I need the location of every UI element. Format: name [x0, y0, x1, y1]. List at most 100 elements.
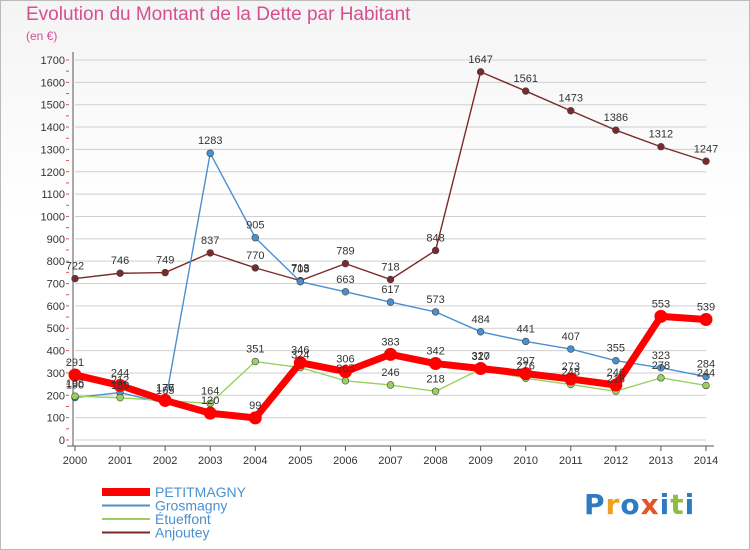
- x-tick-label: 2001: [108, 455, 132, 467]
- data-label: 278: [652, 360, 670, 372]
- data-point: [293, 356, 307, 370]
- data-label: 837: [201, 235, 219, 247]
- data-label: 441: [517, 323, 535, 335]
- x-axis-ticks: 2000 2001 2002 2003 2004 2005 2006 2007 2008 2009…: [63, 455, 718, 467]
- data-point: [657, 143, 665, 151]
- data-point: [567, 107, 575, 115]
- y-tick-label: 600: [47, 301, 65, 313]
- data-point: [251, 234, 259, 242]
- y-tick-label: 0: [59, 435, 65, 447]
- data-label: 218: [607, 373, 625, 385]
- data-label: 484: [471, 314, 489, 326]
- data-point: [338, 365, 352, 379]
- data-label: 177: [156, 382, 174, 394]
- data-point: [206, 149, 214, 157]
- data-label: 246: [607, 367, 625, 379]
- logo-letter: i: [659, 488, 671, 521]
- data-label: 218: [426, 373, 444, 385]
- data-point: [341, 288, 350, 296]
- series-layer: [68, 68, 713, 425]
- data-point: [702, 157, 710, 165]
- proxiti-logo: Proxiti: [584, 488, 695, 521]
- data-point: [702, 381, 710, 390]
- data-label: 306: [336, 354, 354, 366]
- data-label: 324: [291, 350, 309, 362]
- data-label: 196: [66, 378, 84, 390]
- y-tick-label: 1000: [41, 211, 65, 223]
- data-point: [431, 246, 440, 255]
- x-tick-label: 2008: [423, 455, 447, 467]
- data-label: 407: [562, 331, 580, 343]
- data-label: 1473: [559, 93, 583, 105]
- data-point: [657, 364, 665, 372]
- data-point: [71, 392, 79, 400]
- x-tick-label: 2014: [694, 455, 718, 467]
- x-tick-label: 2010: [513, 455, 537, 467]
- data-point: [71, 274, 79, 283]
- data-point: [248, 411, 262, 425]
- data-label: 1312: [649, 129, 673, 141]
- y-tick-label: 700: [47, 279, 65, 291]
- x-tick-label: 2004: [243, 455, 267, 467]
- data-label: 713: [291, 263, 309, 275]
- data-label: 190: [66, 380, 84, 392]
- data-point: [384, 347, 397, 361]
- legend-label-2: Étueffont: [155, 511, 211, 527]
- data-point: [251, 357, 259, 366]
- y-tick-label: 1700: [41, 55, 65, 67]
- data-point: [206, 249, 214, 257]
- x-tick-label: 2000: [63, 455, 87, 467]
- data-point: [612, 356, 620, 365]
- data-point: [431, 387, 440, 395]
- data-label: 355: [607, 343, 625, 355]
- data-label: 323: [652, 350, 670, 362]
- y-tick-label: 500: [47, 323, 65, 335]
- data-label: 351: [246, 344, 264, 356]
- data-labels: 722 746 749 837 770 713 789 718 848 1647 1561 1473 1…: [66, 54, 718, 412]
- data-point: [161, 268, 169, 277]
- y-tick-label: 900: [47, 234, 65, 246]
- data-label: 189: [111, 380, 129, 392]
- data-label: 1247: [694, 143, 718, 155]
- data-point: [296, 278, 305, 286]
- data-point: [68, 368, 82, 382]
- data-label: 244: [697, 367, 715, 379]
- data-label: 276: [517, 360, 535, 372]
- data-point: [474, 361, 488, 375]
- data-label: 539: [697, 302, 715, 314]
- data-point: [522, 87, 530, 95]
- logo-letter: r: [605, 488, 621, 521]
- x-tick-label: 2006: [333, 455, 357, 467]
- data-label: 553: [652, 298, 670, 310]
- legend-label-0: PETITMAGNY: [155, 484, 247, 500]
- y-tick-label: 1600: [41, 77, 65, 89]
- data-point: [113, 378, 127, 392]
- y-tick-label: 1100: [41, 189, 65, 201]
- data-label: 749: [156, 255, 174, 267]
- data-label: 99: [249, 400, 261, 412]
- y-tick-label: 800: [47, 256, 65, 268]
- x-tick-label: 2005: [288, 455, 312, 467]
- data-label: 1283: [198, 135, 222, 147]
- data-label: 273: [562, 361, 580, 373]
- data-label: 265: [336, 363, 354, 375]
- data-point: [251, 264, 259, 272]
- data-label: 244: [111, 367, 129, 379]
- legend-label-3: Anjoutey: [155, 525, 209, 541]
- data-point: [612, 126, 620, 134]
- y-tick-label: 300: [47, 368, 65, 380]
- data-label: 789: [336, 246, 354, 258]
- axes: [66, 52, 714, 451]
- y-tick-label: 100: [47, 413, 65, 425]
- chart-subtitle: (en €): [26, 29, 58, 43]
- logo-letter: P: [584, 488, 606, 521]
- data-point: [158, 393, 172, 407]
- data-label: 708: [291, 264, 309, 276]
- data-point: [386, 381, 395, 389]
- data-label: 617: [381, 284, 399, 296]
- x-tick-label: 2003: [198, 455, 222, 467]
- data-point: [116, 394, 124, 402]
- logo-letter: i: [684, 488, 696, 521]
